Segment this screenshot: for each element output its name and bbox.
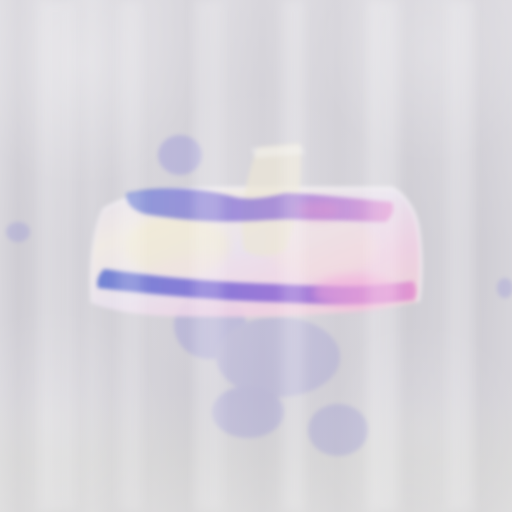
upper-smudges: [40, 0, 474, 512]
